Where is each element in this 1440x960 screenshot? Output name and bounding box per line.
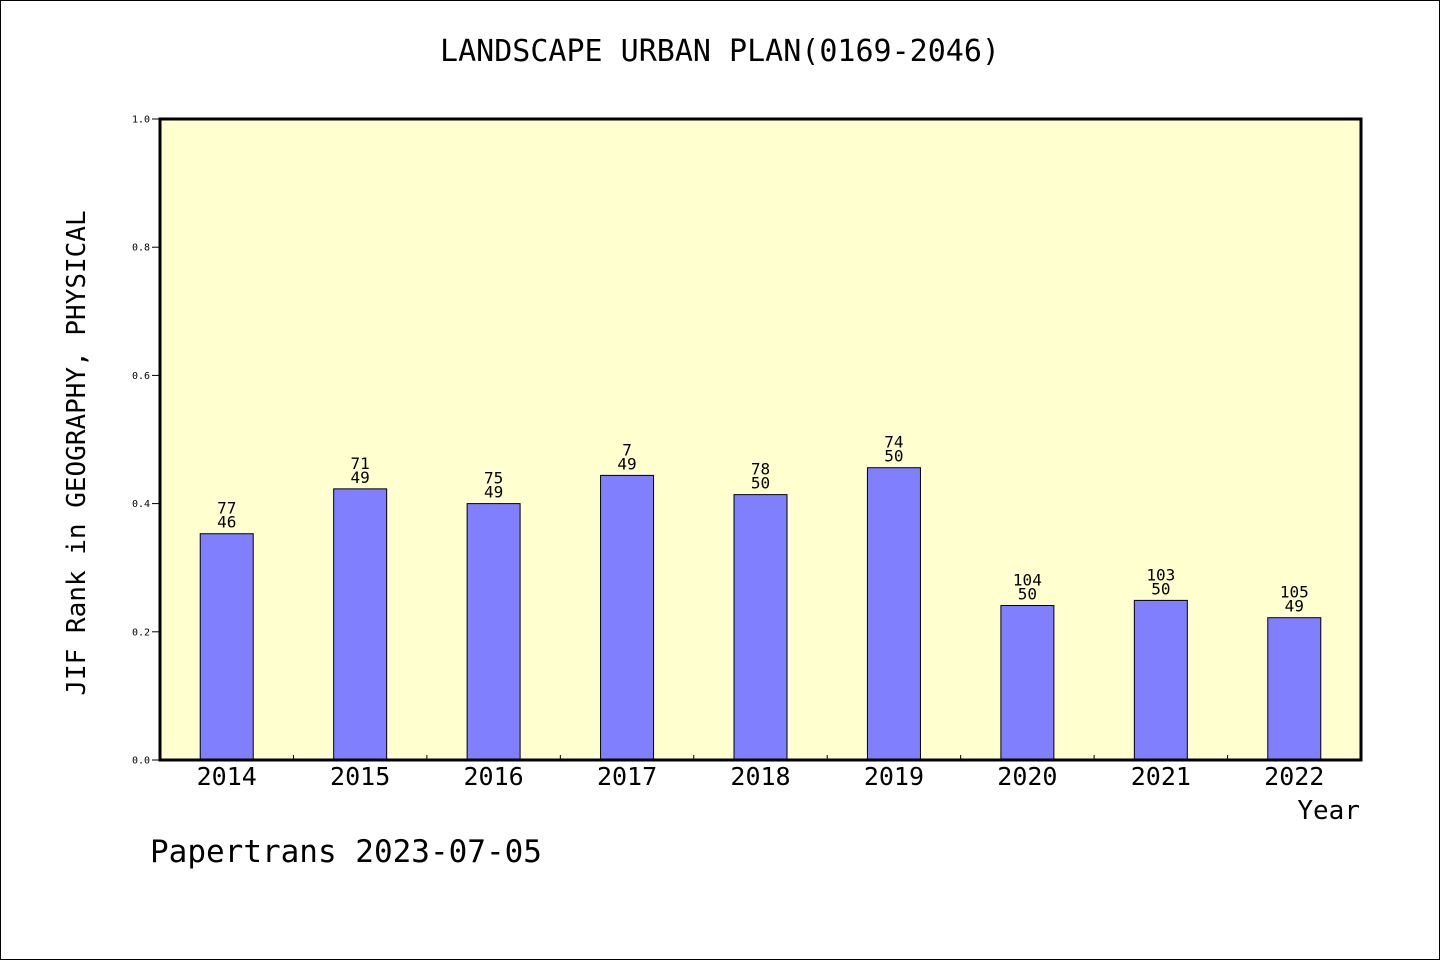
x-tick-label: 2018	[730, 762, 790, 791]
x-tick-label: 2014	[197, 762, 257, 791]
bars	[199, 467, 1322, 761]
chart-title: LANDSCAPE URBAN PLAN(0169-2046)	[440, 34, 1000, 69]
bar-label-total: 46	[217, 513, 236, 532]
bar-label-total: 50	[1151, 579, 1170, 598]
bar-label-rank: 104	[1013, 571, 1042, 590]
bar-label-rank: 75	[484, 469, 503, 488]
bar-label-rank: 78	[751, 460, 770, 479]
bar-label-rank: 105	[1280, 583, 1309, 602]
bar-label-total: 49	[351, 468, 370, 487]
bar	[733, 494, 788, 761]
bar-label-rank: 71	[351, 454, 370, 473]
x-axis: 2014 2015 2016 2017 2018 2019 2020 2021 2022	[197, 755, 1324, 791]
y-axis: 0.0 0.2 0.4 0.6 0.8 1.0	[132, 115, 160, 767]
y-tick-label: 0.2	[132, 627, 150, 638]
x-tick-label: 2015	[330, 762, 390, 791]
y-axis-title: JIF Rank in GEOGRAPHY, PHYSICAL	[62, 210, 92, 696]
bar	[333, 488, 388, 761]
bar-label-total: 50	[1018, 585, 1037, 604]
bar	[866, 467, 921, 761]
x-axis-title: Year	[1297, 796, 1360, 826]
x-tick-label: 2020	[997, 762, 1057, 791]
bar	[199, 533, 254, 761]
x-tick-label: 2019	[864, 762, 924, 791]
y-tick-label: 1.0	[132, 115, 150, 126]
plot-border	[158, 117, 1363, 762]
y-tick-label: 0.8	[132, 243, 150, 254]
x-tick-label: 2016	[464, 762, 524, 791]
bar	[1133, 599, 1188, 761]
bar	[466, 503, 521, 761]
bar-label-rank: 77	[217, 499, 236, 518]
bar	[600, 474, 655, 761]
bar	[1267, 617, 1322, 761]
bar-label-rank: 74	[884, 433, 903, 452]
bar-label-total: 50	[751, 474, 770, 493]
x-tick-label: 2022	[1264, 762, 1324, 791]
bar-label-total: 49	[617, 454, 636, 473]
bar	[1000, 605, 1055, 761]
y-tick-label: 0.0	[132, 756, 150, 767]
bar-label-rank: 103	[1146, 565, 1175, 584]
bar-label-total: 50	[884, 447, 903, 466]
y-tick-label: 0.6	[132, 371, 150, 382]
x-tick-label: 2021	[1131, 762, 1191, 791]
bar-label-total: 49	[484, 483, 503, 502]
y-tick-label: 0.4	[132, 499, 150, 510]
footer-note: Papertrans 2023-07-05	[150, 834, 542, 870]
bar-label-rank: 7	[622, 440, 632, 459]
bar-label-total: 49	[1285, 597, 1304, 616]
x-tick-label: 2017	[597, 762, 657, 791]
